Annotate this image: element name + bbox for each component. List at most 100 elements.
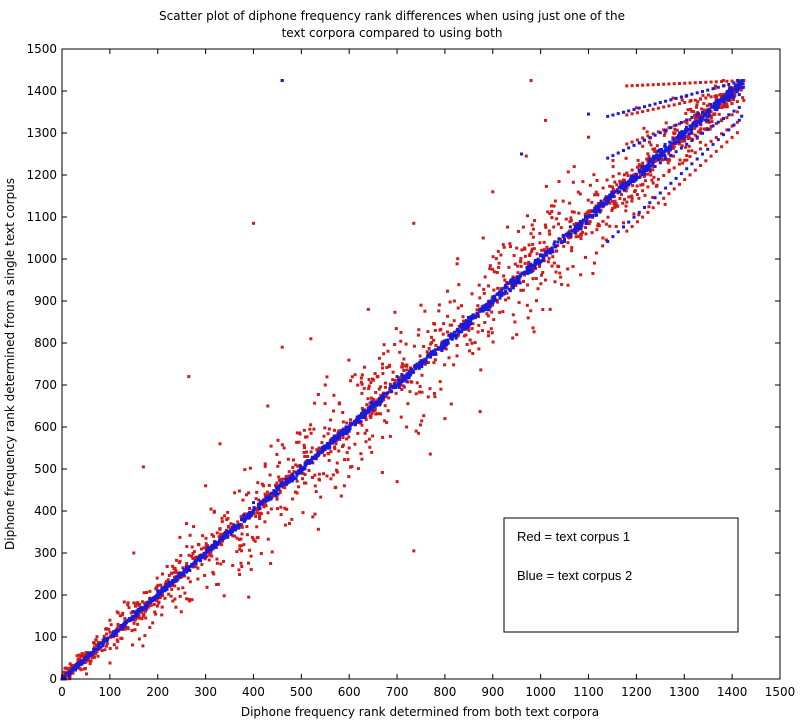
red-point xyxy=(173,570,177,574)
red-point xyxy=(502,274,506,278)
red-point xyxy=(165,580,168,584)
red-point xyxy=(686,137,690,140)
red-point xyxy=(630,112,634,116)
blue-point xyxy=(221,535,225,539)
blue-point xyxy=(178,572,181,575)
red-point xyxy=(136,601,140,605)
red-point xyxy=(486,314,490,318)
red-point xyxy=(326,451,330,455)
red-point xyxy=(568,201,572,205)
red-point xyxy=(123,627,127,631)
blue-point xyxy=(658,191,662,195)
red-point xyxy=(537,265,541,268)
red-point xyxy=(322,453,326,457)
red-point xyxy=(527,260,531,264)
blue-point xyxy=(662,152,665,155)
red-point xyxy=(301,472,305,475)
red-point xyxy=(400,365,404,369)
red-point xyxy=(613,205,617,209)
blue-point xyxy=(237,526,241,529)
red-point xyxy=(201,534,205,538)
blue-point xyxy=(410,368,414,372)
blue-point xyxy=(269,497,273,501)
red-point xyxy=(394,391,398,395)
blue-point xyxy=(247,514,251,518)
red-point xyxy=(579,273,583,277)
red-point xyxy=(350,465,354,468)
red-point xyxy=(433,358,437,362)
red-point xyxy=(550,216,554,220)
red-point xyxy=(672,131,676,135)
red-point xyxy=(109,623,113,627)
red-point xyxy=(120,613,124,617)
red-point xyxy=(297,440,301,444)
red-point xyxy=(437,309,441,313)
red-point xyxy=(148,589,152,593)
blue-point xyxy=(528,270,532,274)
red-point xyxy=(205,585,209,589)
blue-point xyxy=(606,114,610,118)
blue-point xyxy=(336,436,340,440)
blue-point xyxy=(489,299,493,303)
blue-point xyxy=(530,263,534,267)
red-point xyxy=(579,232,583,236)
blue-point xyxy=(622,225,625,229)
x-tick-label: 1100 xyxy=(573,685,604,699)
blue-point xyxy=(280,483,284,487)
red-point xyxy=(302,443,306,447)
red-point xyxy=(699,114,702,118)
red-point xyxy=(698,140,702,144)
blue-point xyxy=(498,293,501,297)
blue-point xyxy=(356,418,359,422)
red-point xyxy=(326,432,330,436)
red-point xyxy=(651,83,655,87)
red-point xyxy=(618,197,622,200)
blue-point xyxy=(295,471,299,475)
red-point xyxy=(688,173,692,177)
red-point xyxy=(226,510,230,514)
red-point xyxy=(370,411,374,415)
red-point xyxy=(269,507,273,511)
red-point xyxy=(576,234,580,238)
blue-point xyxy=(509,281,513,285)
red-point xyxy=(655,183,659,187)
red-point xyxy=(285,507,289,511)
blue-point xyxy=(674,96,678,100)
red-point xyxy=(156,583,160,587)
blue-point xyxy=(112,630,116,634)
red-point xyxy=(672,166,676,170)
red-point xyxy=(552,225,556,229)
blue-point xyxy=(245,516,249,520)
blue-point xyxy=(656,149,660,153)
red-point xyxy=(349,418,353,422)
red-point xyxy=(511,275,515,279)
red-point xyxy=(656,106,660,110)
red-point xyxy=(667,82,671,86)
blue-point xyxy=(178,576,182,580)
red-point xyxy=(632,212,636,216)
red-point xyxy=(696,130,700,134)
blue-point xyxy=(598,210,602,214)
red-point xyxy=(594,251,598,255)
red-point xyxy=(210,554,214,558)
red-point xyxy=(215,531,219,535)
blue-point xyxy=(240,518,243,521)
red-point xyxy=(400,388,404,391)
red-point xyxy=(143,634,147,638)
red-point xyxy=(161,572,164,576)
red-point xyxy=(473,341,477,345)
blue-point xyxy=(408,373,412,377)
red-point xyxy=(588,210,592,214)
red-point xyxy=(366,307,370,311)
red-point xyxy=(382,343,386,347)
red-point xyxy=(667,158,671,161)
blue-point xyxy=(161,588,165,592)
red-point xyxy=(283,523,287,527)
blue-point xyxy=(420,362,424,366)
red-point xyxy=(238,547,242,551)
red-point xyxy=(222,559,225,563)
red-point xyxy=(621,201,625,205)
red-point xyxy=(266,404,270,408)
blue-point xyxy=(667,147,671,150)
red-point xyxy=(170,571,173,575)
